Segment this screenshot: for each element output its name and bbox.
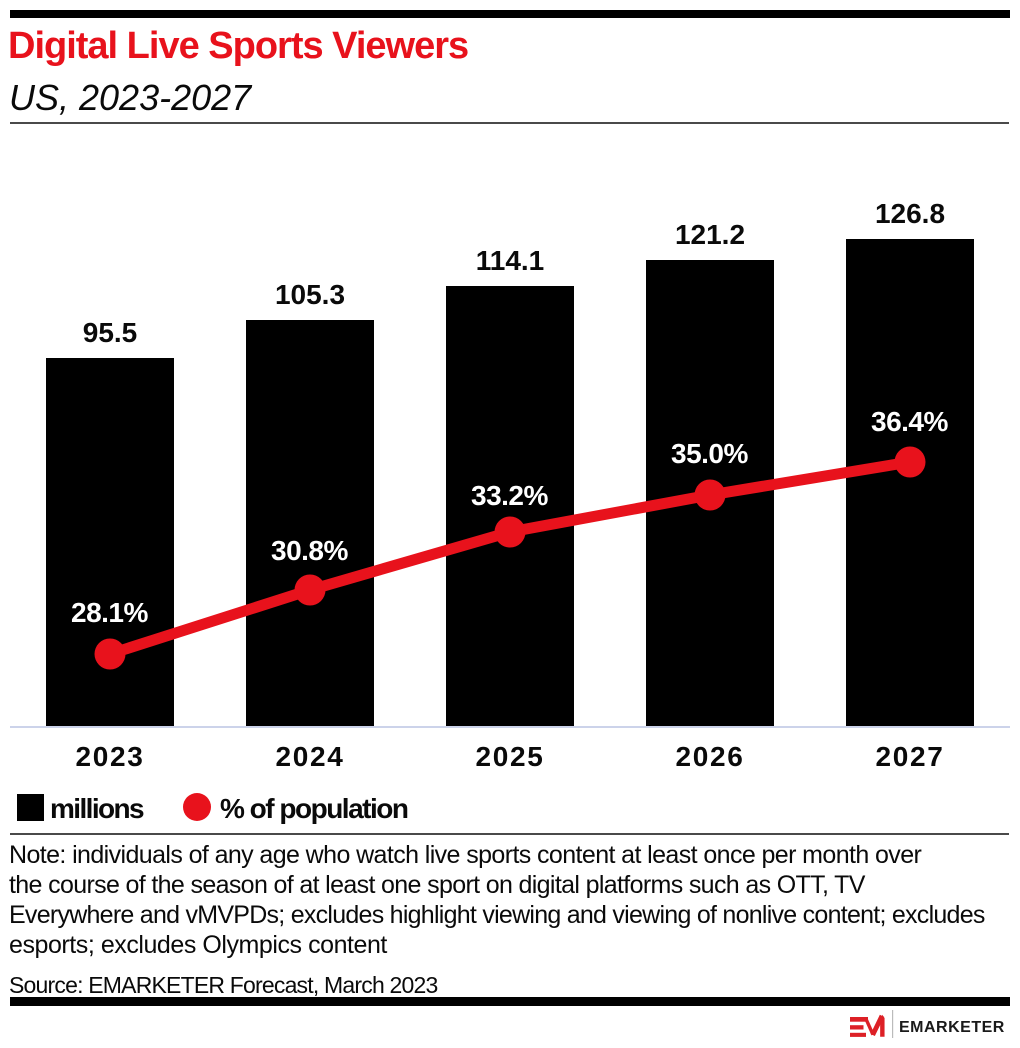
svg-text:EMARKETER: EMARKETER — [899, 1019, 1005, 1036]
